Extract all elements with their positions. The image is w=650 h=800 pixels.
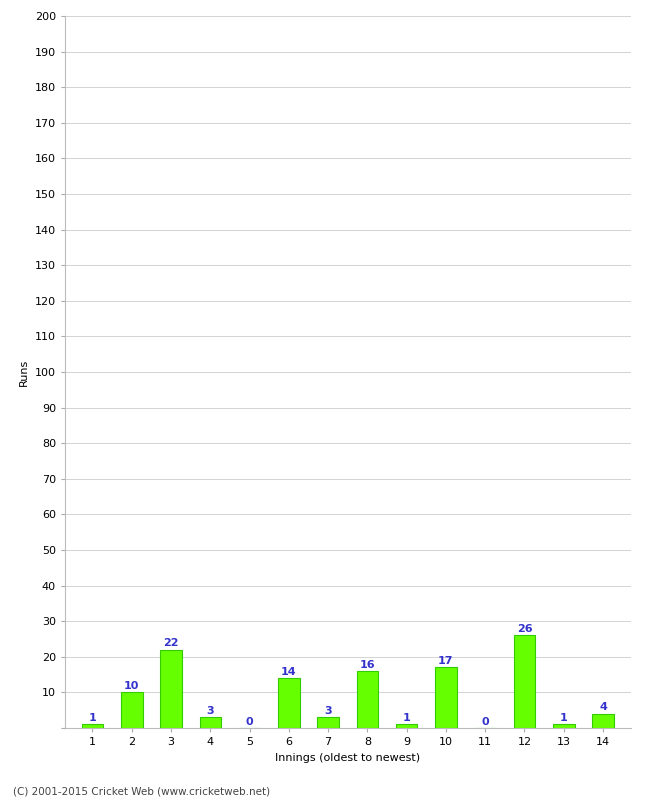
Bar [553,725,575,728]
Text: 26: 26 [517,624,532,634]
X-axis label: Innings (oldest to newest): Innings (oldest to newest) [275,753,421,762]
Text: 0: 0 [246,717,254,726]
Bar [435,667,457,728]
Bar [161,650,182,728]
Bar [592,714,614,728]
Text: 1: 1 [560,713,567,723]
Bar [82,725,103,728]
Text: (C) 2001-2015 Cricket Web (www.cricketweb.net): (C) 2001-2015 Cricket Web (www.cricketwe… [13,786,270,796]
Bar [317,718,339,728]
Bar [200,718,221,728]
Text: 22: 22 [163,638,179,648]
Text: 3: 3 [324,706,332,716]
Text: 4: 4 [599,702,607,712]
Text: 16: 16 [359,660,375,670]
Bar [357,671,378,728]
Text: 0: 0 [482,717,489,726]
Y-axis label: Runs: Runs [20,358,29,386]
Text: 10: 10 [124,681,140,691]
Text: 1: 1 [403,713,411,723]
Text: 17: 17 [438,656,454,666]
Bar [121,693,142,728]
Text: 3: 3 [207,706,214,716]
Text: 1: 1 [88,713,96,723]
Bar [396,725,417,728]
Text: 14: 14 [281,666,296,677]
Bar [514,635,535,728]
Bar [278,678,300,728]
